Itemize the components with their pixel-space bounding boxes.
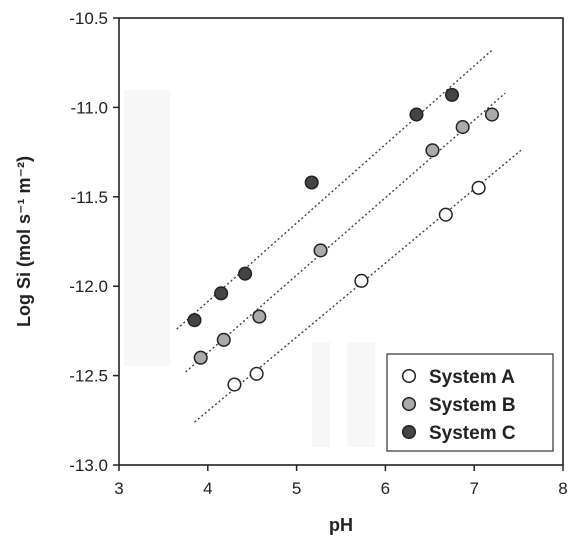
y-tick-label: -10.5: [69, 9, 108, 28]
legend-label: System C: [429, 423, 516, 444]
trendlines: [176, 49, 524, 423]
legend: System A System B System C: [386, 353, 554, 452]
data-points: [187, 87, 500, 392]
data-point: [227, 377, 242, 392]
data-point: [252, 309, 267, 324]
legend-label: System A: [429, 367, 515, 388]
y-tick-label: -12.0: [69, 277, 108, 296]
data-point: [214, 286, 229, 301]
background-shade: [124, 90, 170, 366]
legend-marker: [401, 396, 417, 412]
x-axis-title: pH: [329, 515, 353, 535]
data-point: [187, 313, 202, 328]
background-shade: [312, 342, 330, 447]
data-point: [354, 273, 369, 288]
background-decor: [124, 90, 375, 447]
x-tick-label: 5: [292, 479, 301, 498]
legend-marker: [401, 424, 417, 440]
plot-frame: [118, 17, 564, 466]
trendline: [185, 92, 506, 373]
y-tick-label: -11.5: [71, 188, 109, 207]
data-point: [238, 266, 253, 281]
data-point: [409, 107, 424, 122]
data-point: [444, 87, 460, 102]
x-tick-label: 6: [381, 479, 390, 498]
data-point: [471, 180, 486, 195]
trendline: [194, 147, 524, 423]
x-tick-label: 4: [203, 479, 212, 498]
y-tick-label: -11.0: [71, 98, 109, 117]
data-point: [193, 350, 208, 365]
x-tick-label: 3: [114, 479, 123, 498]
background-shade: [347, 342, 375, 447]
legend-marker: [401, 368, 417, 384]
axes: 3 4 5 6 7 8 -13.0 -12.5 -12.0 -11.5 -11.0 -10.5: [69, 9, 567, 498]
data-point: [438, 207, 453, 222]
x-tick-label: 8: [558, 479, 567, 498]
y-tick-label: -13.0: [69, 456, 108, 475]
legend-label: System B: [429, 395, 516, 416]
x-tick-label: 7: [469, 479, 478, 498]
data-point: [249, 366, 264, 381]
y-axis-title: Log Si (mol s⁻¹ m⁻²): [14, 156, 34, 327]
y-tick-label: -12.5: [69, 367, 108, 386]
data-point: [313, 243, 328, 258]
data-point: [216, 332, 231, 347]
data-point: [455, 120, 470, 135]
data-point: [304, 175, 319, 190]
data-point: [484, 107, 500, 122]
data-point: [425, 143, 440, 158]
